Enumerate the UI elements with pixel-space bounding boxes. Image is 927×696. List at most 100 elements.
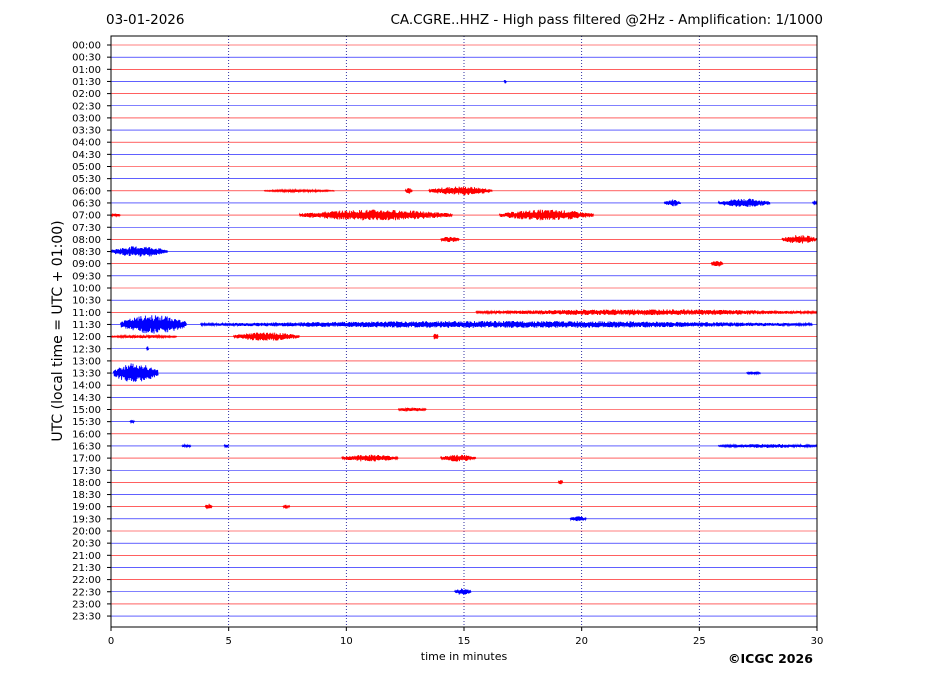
event-waveform <box>341 454 399 462</box>
y-tick-label: 19:30 <box>72 514 101 525</box>
y-tick-label: 04:30 <box>72 150 101 161</box>
y-tick-label: 08:30 <box>72 247 101 258</box>
y-tick-label: 13:30 <box>72 369 101 380</box>
event-waveform <box>503 80 507 84</box>
event-waveform <box>440 454 477 462</box>
event-waveform <box>428 186 493 196</box>
event-waveform <box>232 332 300 341</box>
event-waveform <box>557 479 564 485</box>
y-tick-label: 03:30 <box>72 126 101 137</box>
y-tick-label: 16:00 <box>72 429 101 440</box>
y-tick-label: 05:00 <box>72 162 101 173</box>
event-waveform <box>404 187 413 194</box>
y-tick-label: 05:30 <box>72 174 101 185</box>
y-tick-label: 01:30 <box>72 77 101 88</box>
x-tick-label: 10 <box>340 636 353 647</box>
event-waveform <box>717 443 818 449</box>
x-tick-label: 15 <box>458 636 471 647</box>
y-tick-label: 19:00 <box>72 502 101 513</box>
event-waveform <box>145 346 150 351</box>
event-waveform <box>397 406 427 413</box>
y-tick-label: 09:00 <box>72 259 101 270</box>
event-waveform <box>110 212 121 218</box>
y-tick-label: 23:30 <box>72 612 101 623</box>
y-tick-label: 20:00 <box>72 527 101 538</box>
y-tick-label: 10:00 <box>72 284 101 295</box>
y-tick-label: 14:00 <box>72 381 101 392</box>
seismic-events <box>110 80 818 595</box>
event-waveform <box>663 199 681 207</box>
y-tick-label: 11:30 <box>72 320 101 331</box>
event-waveform <box>781 235 818 244</box>
y-tick-label: 08:00 <box>72 235 101 246</box>
y-tick-label: 15:00 <box>72 405 101 416</box>
y-tick-label: 10:30 <box>72 296 101 307</box>
x-tick-label: 30 <box>811 636 824 647</box>
plot-frame <box>110 35 818 628</box>
event-waveform <box>432 333 439 340</box>
y-tick-label: 18:00 <box>72 478 101 489</box>
x-tick-label: 20 <box>575 636 588 647</box>
event-waveform <box>119 315 187 334</box>
x-axis-label: time in minutes <box>420 650 508 663</box>
y-tick-label: 21:30 <box>72 563 101 574</box>
x-axis-ticks: 0 5 10 15 20 25 30 <box>108 627 824 647</box>
y-tick-label: 09:30 <box>72 271 101 282</box>
copyright-text: ©ICGC 2026 <box>728 651 813 666</box>
y-tick-label: 01:00 <box>72 65 101 76</box>
y-tick-label: 07:00 <box>72 211 101 222</box>
x-tick-label: 25 <box>693 636 706 647</box>
event-waveform <box>223 443 230 449</box>
y-axis-label: UTC (local time = UTC + 01:00) <box>50 220 66 442</box>
event-waveform <box>811 200 818 206</box>
chart-date: 03-01-2026 <box>106 12 185 28</box>
vertical-gridlines <box>228 36 700 627</box>
y-tick-label: 12:00 <box>72 332 101 343</box>
y-tick-label: 07:30 <box>72 223 101 234</box>
event-waveform <box>110 333 178 340</box>
event-waveform <box>298 209 453 221</box>
event-waveform <box>204 503 213 510</box>
event-waveform <box>569 516 587 522</box>
y-tick-label: 12:30 <box>72 344 101 355</box>
event-waveform <box>200 320 813 328</box>
trace-lines <box>111 44 817 617</box>
event-waveform <box>129 419 135 425</box>
event-waveform <box>454 588 472 595</box>
y-tick-label: 17:00 <box>72 454 101 465</box>
y-tick-label: 16:30 <box>72 441 101 452</box>
event-waveform <box>112 363 159 382</box>
y-tick-label: 21:00 <box>72 551 101 562</box>
y-tick-label: 03:00 <box>72 113 101 124</box>
event-waveform <box>181 443 192 449</box>
y-tick-label: 02:30 <box>72 101 101 112</box>
y-tick-label: 18:30 <box>72 490 101 501</box>
y-tick-label: 14:30 <box>72 393 101 404</box>
event-waveform <box>440 236 460 243</box>
x-tick-label: 5 <box>225 636 231 647</box>
event-waveform <box>498 209 594 221</box>
x-tick-label: 0 <box>108 636 114 647</box>
y-tick-label: 02:00 <box>72 89 101 100</box>
event-waveform <box>746 370 761 376</box>
y-tick-label: 22:30 <box>72 587 101 598</box>
event-waveform <box>263 188 335 194</box>
y-tick-label: 00:30 <box>72 53 101 64</box>
y-tick-label: 17:30 <box>72 466 101 477</box>
event-waveform <box>110 246 168 257</box>
event-waveform <box>717 198 771 207</box>
y-tick-label: 04:00 <box>72 138 101 149</box>
y-tick-label: 20:30 <box>72 539 101 550</box>
y-tick-label: 11:00 <box>72 308 101 319</box>
chart-title: CA.CGRE..HHZ - High pass filtered @2Hz -… <box>390 12 823 28</box>
y-tick-label: 15:30 <box>72 417 101 428</box>
y-tick-label: 13:00 <box>72 356 101 367</box>
y-tick-label: 06:00 <box>72 186 101 197</box>
y-tick-label: 22:00 <box>72 575 101 586</box>
y-tick-label: 23:00 <box>72 599 101 610</box>
y-tick-label: 06:30 <box>72 198 101 209</box>
y-tick-label: 00:00 <box>72 41 101 52</box>
event-waveform <box>710 261 724 267</box>
